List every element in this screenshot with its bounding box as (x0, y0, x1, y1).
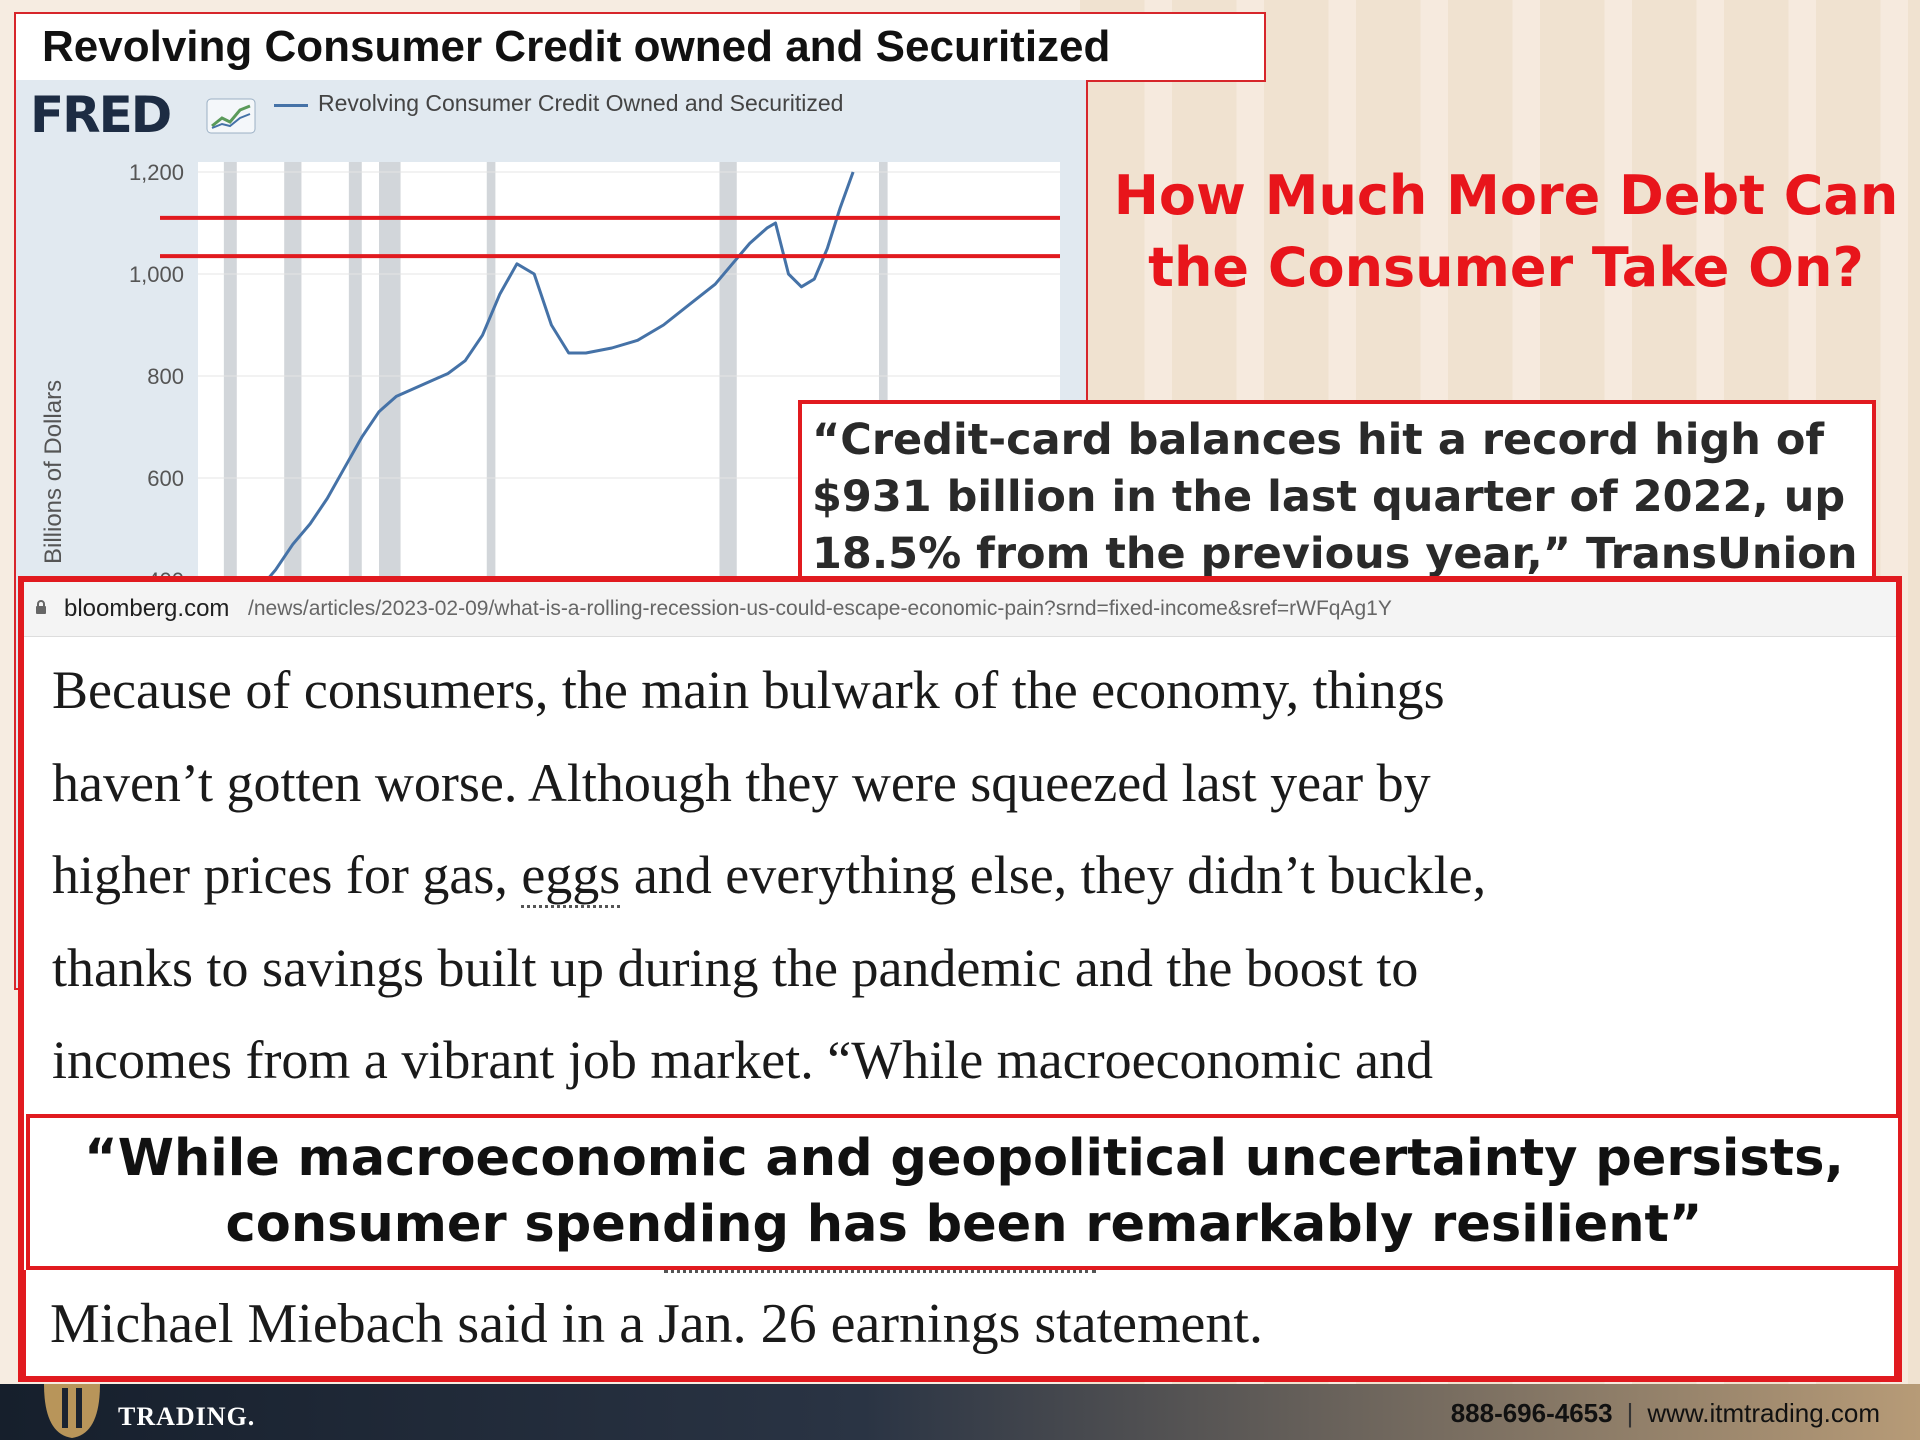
article-line-3a: higher prices for gas, (52, 845, 522, 905)
quote-line-1: “Credit-card balances hit a record high … (812, 415, 1825, 465)
footer-contact: 888-696-4653 | www.itmtrading.com (1451, 1398, 1880, 1429)
lock-icon (36, 600, 46, 614)
eggs-link[interactable]: eggs (521, 845, 621, 908)
article-tail-text: Michael Miebach said in a Jan. 26 earnin… (50, 1293, 1263, 1355)
y-axis-label: Billions of Dollars (40, 379, 67, 564)
url-domain: bloomberg.com (64, 595, 230, 622)
pull-quote: “While macroeconomic and geopolitical un… (26, 1114, 1902, 1270)
footer-bar: TRADING. 888-696-4653 | www.itmtrading.com (0, 1384, 1920, 1440)
dotted-underline (664, 1270, 1096, 1273)
series-line (197, 171, 855, 638)
article-line-4: thanks to savings built up during the pa… (52, 937, 1419, 998)
footer-website[interactable]: www.itmtrading.com (1647, 1398, 1880, 1428)
fred-chart-icon (206, 98, 256, 134)
headline: How Much More Debt Can the Consumer Take… (1106, 160, 1906, 304)
url-bar[interactable]: bloomberg.com /news/articles/2023-02-09/… (24, 582, 1896, 637)
y-tick-label: 1,000 (129, 262, 184, 287)
y-tick-label: 800 (147, 364, 184, 389)
itm-logo-icon (44, 1384, 100, 1438)
recession-band (486, 162, 496, 988)
page-title: Revolving Consumer Credit owned and Secu… (14, 12, 1266, 82)
headline-line-2: the Consumer Take On? (1148, 236, 1864, 299)
article-line-1: Because of consumers, the main bulwark o… (52, 660, 1445, 720)
y-tick-label: 1,200 (129, 160, 184, 185)
article-body: Because of consumers, the main bulwark o… (52, 644, 1892, 1107)
headline-line-1: How Much More Debt Can (1113, 164, 1899, 227)
legend-swatch (274, 104, 308, 107)
y-tick-label: 600 (147, 466, 184, 491)
footer-separator: | (1626, 1398, 1634, 1428)
transunion-quote: “Credit-card balances hit a record high … (798, 400, 1876, 586)
pull-quote-line-2: consumer spending has been remarkably re… (225, 1195, 1703, 1254)
article-tail-box (22, 1270, 1898, 1380)
quote-line-2: $931 billion in the last quarter of 2022… (812, 472, 1846, 522)
article-line-2: haven’t gotten worse. Although they were… (52, 752, 1431, 813)
article-line-5: incomes from a vibrant job market. “Whil… (52, 1030, 1433, 1090)
footer-brand: TRADING. (118, 1402, 256, 1431)
article-line-3: higher prices for gas, eggs and everythi… (52, 829, 1892, 922)
quote-line-3: 18.5% from the previous year,” TransUnio… (812, 529, 1858, 579)
url-path: /news/articles/2023-02-09/what-is-a-roll… (248, 597, 1392, 620)
legend-label: Revolving Consumer Credit Owned and Secu… (318, 90, 844, 116)
fred-logo: FRED (30, 86, 172, 144)
article-line-3b: and everything else, they didn’t buckle, (620, 845, 1487, 905)
pull-quote-line-1: “While macroeconomic and geopolitical un… (84, 1129, 1844, 1188)
footer-phone[interactable]: 888-696-4653 (1450, 1398, 1613, 1428)
